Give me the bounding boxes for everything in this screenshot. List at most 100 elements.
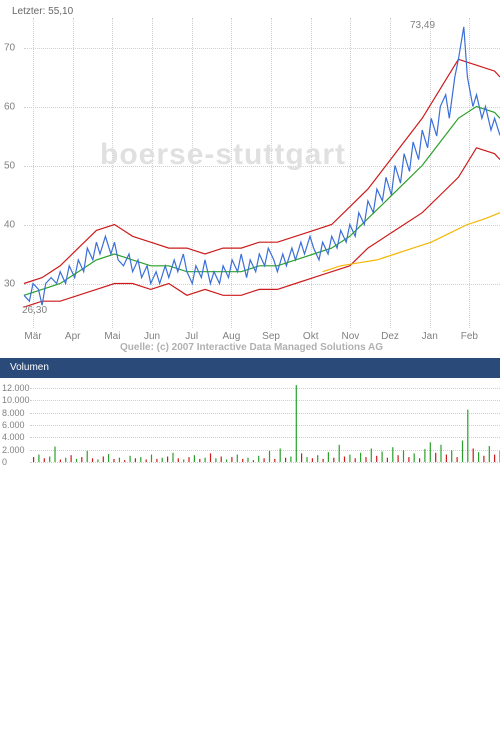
- volume-bar: [210, 453, 211, 462]
- price-x-tick: Mär: [24, 331, 41, 342]
- low-marker-label: 26,30: [22, 305, 47, 316]
- volume-bar: [467, 410, 468, 462]
- volume-bar: [328, 452, 329, 462]
- volume-bar: [54, 447, 55, 462]
- volume-bar: [60, 460, 61, 463]
- volume-bar: [108, 454, 109, 462]
- price-x-tick: Feb: [461, 331, 478, 342]
- volume-bar: [446, 455, 447, 462]
- volume-bar: [306, 457, 307, 462]
- price-x-tick: Aug: [222, 331, 240, 342]
- volume-bar: [199, 459, 200, 462]
- volume-bar: [81, 457, 82, 462]
- price-x-tick: Sep: [262, 331, 280, 342]
- volume-bar: [339, 445, 340, 462]
- price-line: [24, 27, 500, 305]
- volume-bar: [194, 455, 195, 462]
- volume-bar: [387, 458, 388, 462]
- boll_lower-line: [24, 148, 500, 307]
- volume-bar: [264, 458, 265, 462]
- volume-bar: [135, 458, 136, 462]
- volume-bar: [301, 453, 302, 462]
- volume-bar: [237, 455, 238, 462]
- volume-bar: [392, 447, 393, 462]
- volume-bar: [494, 455, 495, 462]
- volume-bar: [156, 459, 157, 462]
- volume-bar: [360, 453, 361, 462]
- volume-bar: [355, 458, 356, 462]
- volume-bar: [92, 458, 93, 462]
- volume-bar: [258, 456, 259, 462]
- volume-bar: [130, 456, 131, 462]
- last-price-label: Letzter: 55,10: [12, 6, 73, 17]
- max-price-label: 73,49: [410, 20, 435, 31]
- volume-bar: [269, 451, 270, 462]
- volume-bar: [403, 450, 404, 462]
- volume-bar: [49, 457, 50, 463]
- price-x-tick: Jun: [144, 331, 160, 342]
- volume-bar: [231, 457, 232, 462]
- volume-bar: [215, 458, 216, 462]
- volume-bar: [430, 442, 431, 462]
- volume-bar: [146, 460, 147, 463]
- volume-bar: [312, 458, 313, 462]
- volume-bar: [440, 445, 441, 462]
- price-x-tick: Mai: [104, 331, 120, 342]
- volume-bar: [317, 455, 318, 462]
- volume-bar: [462, 441, 463, 463]
- volume-bar: [435, 453, 436, 462]
- volume-bar: [398, 455, 399, 462]
- volume-bar: [162, 458, 163, 462]
- volume-bar: [323, 459, 324, 462]
- volume-chart: 02.0004.0006.0008.00010.00012.000: [0, 380, 500, 465]
- volume-bar: [349, 455, 350, 462]
- volume-bar: [483, 456, 484, 462]
- volume-bar: [226, 460, 227, 463]
- price-x-tick: Jul: [185, 331, 198, 342]
- volume-bar: [376, 456, 377, 462]
- volume-bar: [344, 457, 345, 463]
- volume-bar: [489, 446, 490, 462]
- price-x-tick: Jan: [422, 331, 438, 342]
- volume-bar: [296, 385, 297, 462]
- volume-bar: [44, 458, 45, 462]
- volume-bar: [87, 451, 88, 462]
- volume-bar: [178, 458, 179, 462]
- volume-bar: [424, 449, 425, 462]
- volume-bar: [124, 460, 125, 462]
- volume-bar: [478, 452, 479, 462]
- volume-bar: [365, 457, 366, 462]
- volume-panel-header: Volumen: [0, 358, 500, 378]
- volume-bar: [119, 458, 120, 462]
- volume-bar: [414, 453, 415, 462]
- volume-bar: [242, 459, 243, 462]
- volume-bar: [371, 449, 372, 463]
- volume-bar: [473, 449, 474, 463]
- source-attribution: Quelle: (c) 2007 Interactive Data Manage…: [120, 342, 383, 353]
- volume-bar: [167, 457, 168, 463]
- volume-bar: [253, 460, 254, 462]
- volume-bar: [274, 459, 275, 462]
- price-x-tick: Dez: [381, 331, 399, 342]
- volume-bar: [140, 457, 141, 462]
- price-x-tick: Nov: [341, 331, 359, 342]
- price-x-tick: Okt: [303, 331, 319, 342]
- volume-bar: [285, 458, 286, 462]
- volume-bar: [333, 458, 334, 462]
- volume-bar: [221, 457, 222, 463]
- volume-bar: [151, 455, 152, 462]
- volume-bar: [71, 455, 72, 462]
- volume-bar: [113, 459, 114, 462]
- volume-bar: [290, 457, 291, 463]
- volume-bar: [172, 453, 173, 462]
- volume-bar: [65, 458, 66, 462]
- volume-bar: [451, 450, 452, 462]
- volume-bar: [247, 458, 248, 462]
- volume-bar: [188, 457, 189, 462]
- volume-bar: [457, 457, 458, 462]
- volume-bar: [103, 457, 104, 463]
- price-x-tick: Apr: [65, 331, 81, 342]
- volume-bar: [205, 458, 206, 462]
- volume-bar: [38, 455, 39, 462]
- volume-bar: [408, 457, 409, 462]
